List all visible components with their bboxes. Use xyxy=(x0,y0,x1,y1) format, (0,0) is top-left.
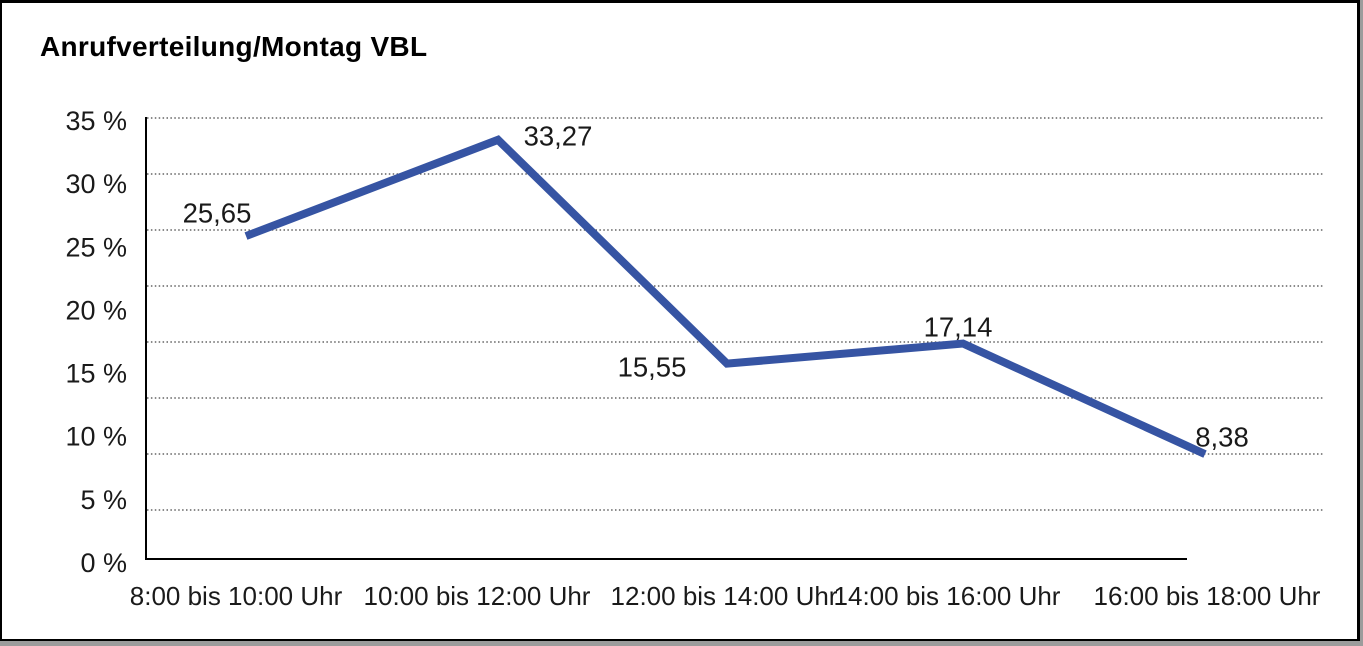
y-axis-tick-label: 35 % xyxy=(65,106,127,136)
y-axis-tick-label: 25 % xyxy=(65,232,127,262)
series-line xyxy=(244,135,1207,458)
y-axis-tick-label: 10 % xyxy=(65,422,127,452)
y-axis-tick-label: 20 % xyxy=(65,295,127,325)
data-point-label: 8,38 xyxy=(1195,422,1249,453)
data-point-label: 17,14 xyxy=(924,312,993,343)
y-axis-tick-label: 30 % xyxy=(65,169,127,199)
data-point-label: 15,55 xyxy=(618,352,687,383)
x-axis-category-label: 14:00 bis 16:00 Uhr xyxy=(834,581,1061,611)
chart-title: Anrufverteilung/Montag VBL xyxy=(40,31,428,62)
y-axis-tick-label: 15 % xyxy=(65,359,127,389)
x-axis-category-label: 10:00 bis 12:00 Uhr xyxy=(364,581,591,611)
y-axis-tick-label: 0 % xyxy=(80,548,127,578)
x-axis-category-label: 12:00 bis 14:00 Uhr xyxy=(611,581,838,611)
x-axis-category-label: 8:00 bis 10:00 Uhr xyxy=(130,581,343,611)
data-point-label: 33,27 xyxy=(524,121,593,152)
x-axis-category-label: 16:00 bis 18:00 Uhr xyxy=(1094,581,1321,611)
y-axis-tick-label: 5 % xyxy=(80,485,127,515)
data-point-label: 25,65 xyxy=(183,198,252,229)
